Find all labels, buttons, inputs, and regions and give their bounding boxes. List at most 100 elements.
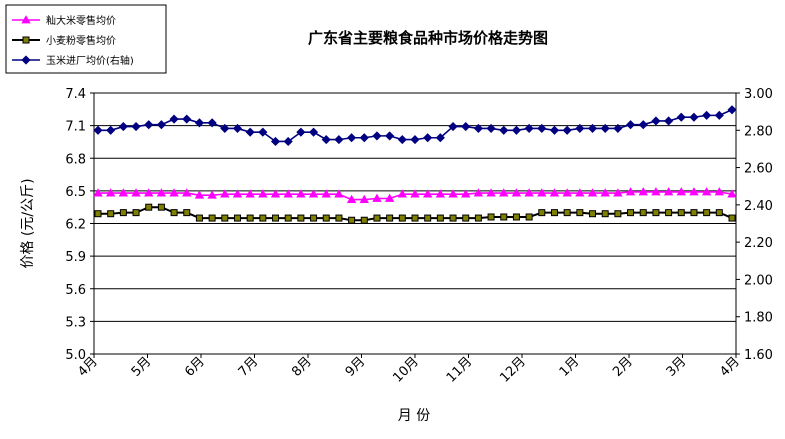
legend-entry: 小麦粉零售均价 xyxy=(12,34,116,47)
data-point xyxy=(665,209,673,217)
data-point xyxy=(549,125,560,135)
data-point xyxy=(562,125,572,135)
data-point xyxy=(182,188,192,197)
data-point xyxy=(411,214,419,222)
data-point xyxy=(284,214,292,222)
data-point xyxy=(245,127,255,137)
data-point xyxy=(701,187,712,196)
right-tick-label: 1.60 xyxy=(744,348,773,363)
data-point xyxy=(562,188,572,197)
data-point xyxy=(272,214,280,222)
data-point xyxy=(728,214,736,222)
data-point xyxy=(118,188,129,197)
chart-title: 广东省主要粮食品种市场价格走势图 xyxy=(308,29,548,47)
series-2 xyxy=(94,203,736,224)
data-point xyxy=(119,209,127,217)
left-tick-label: 5.3 xyxy=(65,315,86,330)
left-tick-label: 6.8 xyxy=(65,152,86,167)
data-point xyxy=(131,188,141,197)
data-point xyxy=(487,213,495,221)
data-point xyxy=(714,187,725,196)
data-point xyxy=(448,121,458,132)
data-point xyxy=(436,214,444,222)
data-point xyxy=(627,209,635,217)
x-tick-label: 10月 xyxy=(390,354,421,385)
data-point xyxy=(537,123,547,133)
data-point xyxy=(94,210,102,218)
data-point xyxy=(232,189,243,198)
data-point xyxy=(511,188,522,197)
data-point xyxy=(625,120,636,130)
data-point xyxy=(259,214,267,222)
x-tick-label: 7月 xyxy=(236,354,262,380)
data-point xyxy=(499,125,509,135)
data-point xyxy=(145,203,153,211)
data-point xyxy=(334,135,344,145)
data-point xyxy=(549,188,560,197)
data-point xyxy=(169,188,179,197)
data-point xyxy=(703,209,711,217)
data-point xyxy=(500,213,508,221)
data-point xyxy=(297,214,305,222)
data-point xyxy=(435,189,446,198)
data-point xyxy=(220,189,230,198)
data-point xyxy=(563,209,571,217)
data-point xyxy=(296,127,306,137)
data-point xyxy=(423,133,433,143)
right-tick-label: 2.80 xyxy=(744,124,773,139)
data-point xyxy=(435,133,445,143)
data-point xyxy=(233,214,241,222)
data-point xyxy=(727,189,737,198)
data-point xyxy=(321,135,331,145)
data-point xyxy=(689,112,699,122)
data-point xyxy=(118,121,128,132)
data-point xyxy=(105,188,116,197)
data-point xyxy=(182,114,192,124)
x-axis-ticks: 4月 5月 6月 7月 8月 9月 10月 11月 12月 1月 2月 3月 4月 xyxy=(75,354,743,386)
data-point xyxy=(398,214,406,222)
left-tick-label: 5.9 xyxy=(65,250,86,265)
x-tick-label: 9月 xyxy=(343,354,369,380)
data-point xyxy=(638,120,648,130)
data-point xyxy=(132,209,140,217)
data-point xyxy=(449,214,457,222)
data-point xyxy=(715,209,723,217)
right-tick-label: 1.80 xyxy=(744,311,773,326)
x-tick-label: 5月 xyxy=(129,354,155,380)
data-point xyxy=(511,125,522,135)
data-point xyxy=(524,188,534,197)
data-point xyxy=(702,110,712,120)
data-point xyxy=(575,123,585,133)
data-point xyxy=(296,189,306,198)
data-point xyxy=(461,189,471,198)
data-point xyxy=(676,187,686,196)
data-point xyxy=(589,210,597,218)
x-tick-label: 3月 xyxy=(664,354,690,380)
data-point xyxy=(348,216,356,224)
data-point xyxy=(335,214,343,222)
data-point xyxy=(486,123,496,133)
legend-label: 小麦粉零售均价 xyxy=(46,34,116,47)
data-point xyxy=(397,189,408,198)
legend-label: 玉米进厂均价(右轴) xyxy=(46,54,134,67)
data-point xyxy=(194,190,205,199)
right-axis-ticks: 1.60 1.80 2.00 2.20 2.40 2.60 2.80 3.00 xyxy=(736,87,773,363)
legend-entry: 玉米进厂均价(右轴) xyxy=(12,54,134,67)
gridlines xyxy=(94,92,736,322)
series-group xyxy=(93,105,737,224)
data-point xyxy=(727,105,737,115)
data-point xyxy=(652,209,660,217)
data-point xyxy=(651,116,661,126)
x-tick-label: 1月 xyxy=(557,354,583,380)
data-point xyxy=(208,214,216,222)
data-point xyxy=(321,189,331,198)
left-tick-label: 6.2 xyxy=(65,218,86,233)
data-point xyxy=(221,214,229,222)
x-tick-label: 8月 xyxy=(289,354,315,380)
left-axis-ticks: 5.0 5.3 5.6 5.9 6.2 6.5 6.8 7.1 7.4 xyxy=(65,87,94,363)
x-tick-label: 11月 xyxy=(444,354,475,385)
data-point xyxy=(246,214,254,222)
y-axis-label: 价格 (元/公斤) xyxy=(20,178,36,268)
data-point xyxy=(207,118,217,128)
data-point xyxy=(283,136,293,147)
